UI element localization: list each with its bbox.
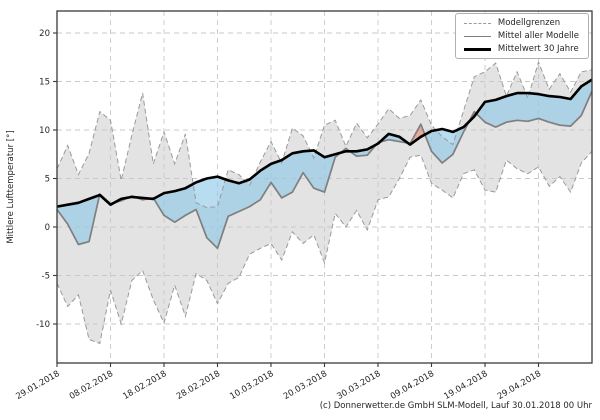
- footer-credit: (c) Donnerwetter.de GmbH SLM-Modell, Lau…: [319, 401, 592, 411]
- model-max-line: [56, 60, 593, 209]
- x-tick-label: 19.04.2018: [442, 369, 489, 402]
- y-tick-label: 15: [39, 78, 50, 88]
- mean-below-climate-fill: [424, 121, 469, 163]
- mean-below-climate-fill: [57, 195, 100, 245]
- y-tick-label: -5: [42, 272, 50, 282]
- legend-item-model-bounds: Modellgrenzen: [463, 18, 579, 28]
- x-tick-label: 08.02.2018: [68, 369, 115, 402]
- x-tick-label: 10.03.2018: [228, 369, 275, 402]
- y-tick-label: 20: [39, 29, 50, 39]
- model-min-line: [56, 150, 593, 345]
- legend: Modellgrenzen Mittel aller Modelle Mitte…: [454, 13, 589, 59]
- y-tick-label: 10: [39, 126, 50, 136]
- legend-item-30yr-mean: Mittelwert 30 Jahre: [463, 44, 579, 54]
- x-tick-label: 20.03.2018: [282, 369, 329, 402]
- x-tick-label: 30.03.2018: [335, 369, 382, 402]
- black-line-icon: [463, 47, 491, 51]
- x-tick-label: 09.04.2018: [389, 369, 436, 402]
- mean-below-climate-fill: [476, 79, 592, 128]
- legend-label: Mittel aller Modelle: [497, 31, 579, 41]
- legend-label: Mittelwert 30 Jahre: [497, 44, 579, 54]
- legend-label: Modellgrenzen: [497, 18, 561, 28]
- x-tick-label: 29.04.2018: [496, 369, 543, 402]
- x-tick-label: 28.02.2018: [175, 369, 222, 402]
- y-tick-label: 0: [45, 223, 50, 233]
- y-axis-label: Mittlere Lufttemperatur [°]: [6, 130, 16, 244]
- gray-line-icon: [463, 35, 491, 37]
- climate-mean-line: [56, 78, 593, 208]
- mean-below-climate-fill: [153, 150, 341, 249]
- y-tick-label: 5: [45, 175, 50, 185]
- y-tick-label: -10: [36, 320, 50, 330]
- x-tick-label: 18.02.2018: [121, 369, 168, 402]
- legend-item-model-mean: Mittel aller Modelle: [463, 31, 579, 41]
- dashed-line-icon: [463, 22, 491, 24]
- x-tick-label: 29.01.2018: [14, 369, 61, 402]
